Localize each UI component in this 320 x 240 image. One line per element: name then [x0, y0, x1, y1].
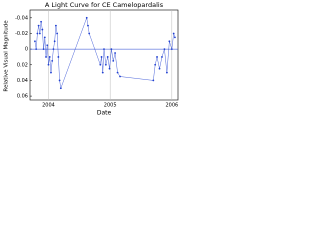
- data-point: [45, 56, 47, 58]
- data-point: [40, 20, 42, 23]
- data-point: [104, 63, 107, 66]
- data-point: [35, 48, 38, 51]
- data-point: [103, 48, 105, 51]
- data-point: [51, 59, 54, 62]
- y-tick-label: 0: [25, 47, 28, 53]
- x-tick-label: 2006: [165, 103, 178, 109]
- data-point: [101, 71, 104, 74]
- y-tick-label: 0.06: [17, 94, 28, 100]
- x-tick-label: 2005: [104, 103, 117, 109]
- data-point: [43, 36, 46, 39]
- data-point: [163, 48, 166, 51]
- chart-title: A Light Curve for CE Camelopardalis: [45, 1, 164, 9]
- data-point: [88, 32, 91, 35]
- data-point: [87, 24, 89, 27]
- data-point: [116, 71, 119, 74]
- data-point: [158, 67, 161, 70]
- data-point: [58, 79, 61, 82]
- y-axis-label: Relative Visual Magnitude: [4, 20, 10, 92]
- data-point: [161, 56, 163, 58]
- data-point: [114, 52, 116, 54]
- data-point: [106, 56, 109, 58]
- data-point: [85, 16, 88, 19]
- data-point: [166, 71, 168, 74]
- data-point: [36, 32, 39, 35]
- plot-frame: [29, 9, 179, 101]
- y-tick-label: -0.02: [15, 31, 28, 37]
- data-point: [112, 59, 115, 62]
- data-point: [42, 48, 45, 51]
- data-point: [57, 56, 60, 58]
- data-point: [174, 36, 176, 39]
- data-point: [50, 71, 52, 74]
- data-point: [156, 56, 158, 58]
- data-point: [170, 48, 173, 51]
- x-tick-label: 2004: [42, 103, 55, 109]
- data-point: [47, 63, 50, 66]
- data-point: [110, 48, 113, 51]
- data-point: [53, 40, 56, 43]
- data-point: [59, 87, 62, 90]
- data-point: [48, 56, 51, 58]
- data-point: [172, 32, 175, 35]
- data-point: [55, 24, 57, 27]
- y-tick-label: 0.04: [17, 78, 28, 84]
- data-point: [168, 40, 171, 43]
- data-point: [152, 79, 155, 82]
- data-point: [56, 32, 59, 35]
- data-point: [46, 44, 49, 47]
- y-tick-label: 0.02: [17, 62, 28, 68]
- data-point: [99, 63, 102, 66]
- y-tick-label: -0.04: [15, 15, 28, 21]
- data-point: [38, 32, 41, 35]
- data-point: [108, 67, 111, 70]
- data-point: [52, 48, 55, 51]
- data-point: [154, 63, 157, 66]
- chart: A Light Curve for CE Camelopardalis Date…: [4, 1, 179, 117]
- data-line: [34, 17, 176, 90]
- data-point: [37, 24, 40, 27]
- data-point: [34, 40, 36, 43]
- x-axis-label: Date: [97, 110, 112, 117]
- data-point: [119, 75, 121, 78]
- data-point: [41, 28, 44, 31]
- data-point: [100, 56, 103, 58]
